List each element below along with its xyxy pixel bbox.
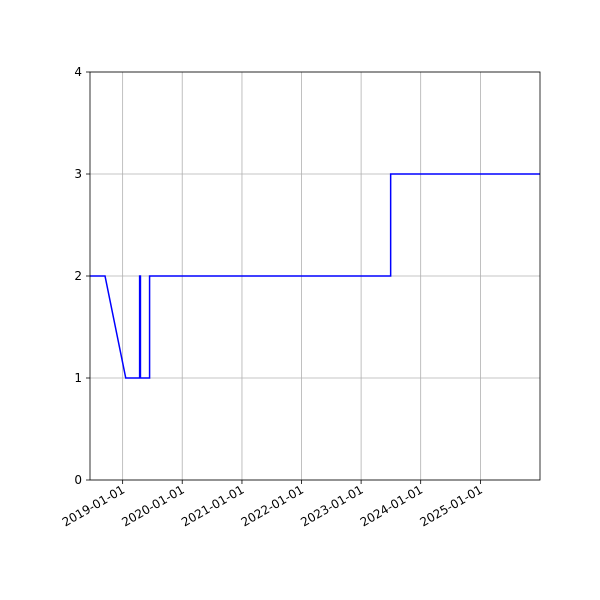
y-tick-label: 4 <box>74 65 82 79</box>
y-tick-label: 1 <box>74 371 82 385</box>
tick-marks <box>86 71 481 484</box>
y-tick-label: 3 <box>74 167 82 181</box>
series-layer <box>90 173 540 379</box>
y-tick-label: 0 <box>74 473 82 487</box>
y-tick-label: 2 <box>74 269 82 283</box>
series-line-1 <box>90 173 540 379</box>
